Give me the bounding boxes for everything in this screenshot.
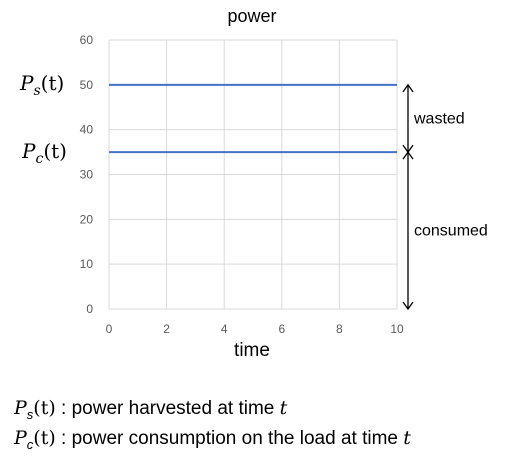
legend-ps-var: t <box>279 397 288 419</box>
x-tick-label: 2 <box>163 322 170 336</box>
x-axis-label: time <box>234 340 270 361</box>
legend-pc-arg: (t) <box>33 427 56 449</box>
y-tick-label: 10 <box>80 257 94 271</box>
legend-pc-var: t <box>403 427 411 449</box>
legend-pc: Pc(t) : power consumption on the load at… <box>14 427 411 452</box>
y-tick-label: 60 <box>80 33 94 47</box>
power-chart: 0 10 20 30 40 50 60 0 2 4 6 8 10 wasted consumed powe… <box>19 6 488 361</box>
legend-ps: Ps(t) : power harvested at time t <box>14 397 287 422</box>
legend-ps-sub: s <box>26 406 34 422</box>
y-tick-label: 20 <box>80 212 94 226</box>
y-tick-label: 40 <box>80 123 94 137</box>
tick-labels: 0 10 20 30 40 50 60 0 2 4 6 8 10 <box>80 33 404 336</box>
series-lines <box>109 83 397 154</box>
legend-ps-text: : power harvested at time <box>55 398 280 419</box>
y-tick-label: 50 <box>80 78 94 92</box>
x-tick-label: 0 <box>106 322 113 336</box>
annotation-arrow-consumed <box>402 150 414 311</box>
series-label-ps: Ps(t) <box>19 71 64 99</box>
legend-pc-sub: c <box>26 436 34 452</box>
x-tick-label: 4 <box>221 322 228 336</box>
y-tick-label: 30 <box>80 168 94 182</box>
annotation-label-wasted: wasted <box>413 110 465 127</box>
annotation-arrow-wasted <box>402 83 414 154</box>
annotations: wasted consumed <box>402 83 488 311</box>
annotation-label-consumed: consumed <box>414 223 488 240</box>
legend-pc-symbol: P <box>14 427 27 449</box>
legend-ps-symbol: P <box>14 397 27 419</box>
chart-title: power <box>227 6 276 26</box>
x-tick-label: 10 <box>390 322 404 336</box>
gridlines <box>108 39 398 310</box>
legend-pc-text: : power consumption on the load at time <box>55 428 404 449</box>
series-label-pc: Pc(t) <box>21 139 67 167</box>
legend-ps-arg: (t) <box>33 397 56 419</box>
x-tick-label: 6 <box>278 322 285 336</box>
x-tick-label: 8 <box>336 322 343 336</box>
y-tick-label: 0 <box>86 302 93 316</box>
